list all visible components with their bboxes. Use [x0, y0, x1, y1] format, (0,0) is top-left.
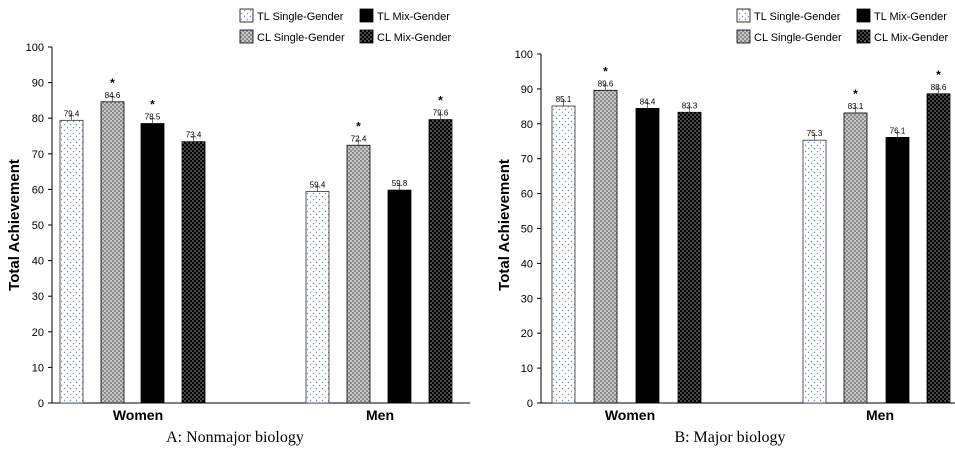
bar — [635, 108, 660, 404]
bar — [428, 119, 453, 404]
significance-marker: * — [356, 119, 361, 133]
bar — [677, 111, 702, 404]
y-tick-label: 60 — [32, 184, 44, 196]
bar — [387, 189, 412, 404]
category-label-men: Men — [366, 407, 394, 423]
y-tick-label: 20 — [521, 328, 533, 340]
y-tick-label: 10 — [521, 363, 533, 375]
bar — [305, 191, 330, 404]
y-axis-ticks: 0 10 20 30 40 50 60 70 80 90 100 — [26, 42, 470, 410]
bar — [346, 144, 371, 404]
legend-swatch — [239, 29, 254, 44]
bar — [59, 119, 84, 404]
legend-swatch — [736, 8, 751, 23]
panel-caption: A: Nonmajor biology — [166, 429, 304, 446]
panel-caption: B: Major biology — [674, 429, 785, 446]
legend-label: TL Single-Gender — [257, 11, 344, 23]
bar — [843, 112, 868, 404]
y-tick-label: 10 — [32, 362, 44, 374]
y-tick-label: 80 — [32, 113, 44, 125]
legend-label: TL Mix-Gender — [874, 11, 947, 23]
bar — [551, 105, 576, 404]
bar-value-label: 79.6 — [433, 109, 449, 118]
y-tick-label: 70 — [32, 149, 44, 161]
bar — [593, 89, 618, 404]
y-tick-label: 30 — [521, 293, 533, 305]
legend-swatch — [856, 29, 871, 44]
bar-value-label: 88.6 — [931, 83, 947, 92]
bar-value-label: 72.4 — [351, 134, 367, 143]
y-tick-label: 90 — [32, 78, 44, 90]
category-label-women: Women — [605, 407, 655, 423]
legend-label: TL Single-Gender — [754, 11, 841, 23]
y-tick-label: 50 — [521, 224, 533, 236]
bar-value-label: 83.3 — [682, 101, 698, 110]
legend-label: CL Single-Gender — [257, 32, 345, 44]
y-axis-label: Total Achievement — [6, 159, 23, 291]
y-tick-label: 100 — [515, 49, 533, 61]
y-tick-label: 50 — [32, 220, 44, 232]
y-tick-label: 100 — [26, 42, 44, 54]
bars: 79.459.484.6*72.4*78.5*59.873.479.6* — [59, 76, 453, 404]
y-tick-label: 80 — [521, 119, 533, 131]
panel-nonmajor: Total Achievement 0 10 20 30 40 50 60 70 80 90 100… — [6, 8, 470, 446]
category-label-men: Men — [866, 407, 894, 423]
bar — [181, 141, 206, 404]
bar — [140, 123, 165, 404]
panel-major: Total Achievement 0 10 20 30 40 50 60 70 80 90 100… — [496, 8, 955, 446]
legend-swatch — [359, 8, 374, 23]
bar-value-label: 83.1 — [848, 102, 864, 111]
y-tick-label: 30 — [32, 291, 44, 303]
significance-marker: * — [110, 76, 115, 90]
y-tick-label: 20 — [32, 327, 44, 339]
legend: TL Single-Gender CL Single-Gender TL Mix-G… — [239, 8, 452, 44]
bar-value-label: 75.3 — [807, 129, 823, 138]
legend-label: CL Mix-Gender — [874, 32, 949, 44]
bar — [802, 139, 827, 404]
legend-label: CL Mix-Gender — [377, 32, 452, 44]
bar-value-label: 84.6 — [105, 91, 121, 100]
y-tick-label: 40 — [32, 256, 44, 268]
bar-value-label: 89.6 — [598, 79, 614, 88]
y-tick-label: 70 — [521, 154, 533, 166]
legend-label: TL Mix-Gender — [377, 11, 450, 23]
bar-value-label: 59.4 — [310, 181, 326, 190]
legend-swatch — [856, 8, 871, 23]
bar-value-label: 84.4 — [640, 97, 656, 106]
bar-value-label: 59.8 — [392, 179, 408, 188]
legend-label: CL Single-Gender — [754, 32, 842, 44]
y-tick-label: 60 — [521, 189, 533, 201]
bars: 85.175.389.6*83.1*84.476.183.388.6* — [551, 64, 951, 404]
significance-marker: * — [853, 87, 858, 101]
y-tick-label: 0 — [38, 398, 44, 410]
bar-value-label: 76.1 — [890, 126, 906, 135]
legend: TL Single-Gender CL Single-Gender TL Mix-G… — [736, 8, 949, 44]
bar-value-label: 73.4 — [186, 131, 202, 140]
legend-swatch — [736, 29, 751, 44]
bar-value-label: 78.5 — [145, 113, 161, 122]
bar — [885, 137, 910, 404]
y-tick-label: 90 — [521, 84, 533, 96]
significance-marker: * — [150, 98, 155, 112]
bar-value-label: 79.4 — [64, 109, 80, 118]
y-tick-label: 0 — [527, 398, 533, 410]
legend-swatch — [359, 29, 374, 44]
legend-swatch — [239, 8, 254, 23]
significance-marker: * — [438, 94, 443, 108]
significance-marker: * — [603, 64, 608, 78]
category-label-women: Women — [113, 407, 163, 423]
bar — [100, 101, 125, 404]
y-tick-label: 40 — [521, 258, 533, 270]
bar — [926, 93, 951, 404]
bar-value-label: 85.1 — [556, 95, 572, 104]
significance-marker: * — [936, 68, 941, 82]
y-axis-label: Total Achievement — [496, 159, 513, 291]
